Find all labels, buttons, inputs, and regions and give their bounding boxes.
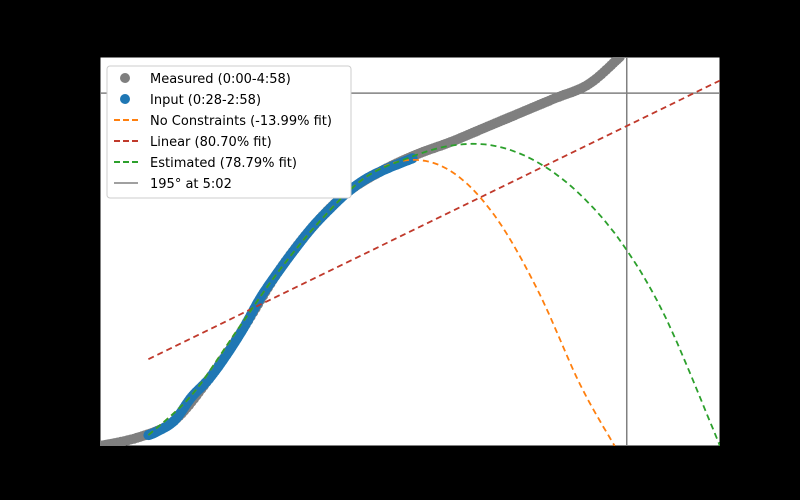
legend-label: Estimated (78.79% fit) — [150, 156, 297, 171]
legend-marker — [120, 94, 130, 104]
legend-label: No Constraints (-13.99% fit) — [150, 114, 332, 129]
legend-item: 195° at 5:02 — [114, 177, 232, 192]
legend-item: No Constraints (-13.99% fit) — [114, 114, 332, 129]
legend-box — [106, 65, 352, 199]
legend-label: 195° at 5:02 — [150, 177, 232, 192]
data-point — [614, 57, 625, 62]
marks-layer — [100, 57, 720, 446]
series-3-line — [148, 79, 720, 361]
legend-item: Linear (80.70% fit) — [114, 135, 272, 150]
legend-item: Measured (0:00-4:58) — [120, 72, 291, 87]
legend-label: Input (0:28-2:58) — [150, 93, 261, 108]
legend-label: Measured (0:00-4:58) — [150, 72, 291, 87]
legend-marker — [120, 73, 130, 83]
legend-item: Input (0:28-2:58) — [120, 93, 261, 108]
legend-item: Estimated (78.79% fit) — [114, 156, 297, 171]
legend-label: Linear (80.70% fit) — [150, 135, 272, 150]
legend: Measured (0:00-4:58) Input (0:28-2:58) N… — [106, 65, 352, 199]
